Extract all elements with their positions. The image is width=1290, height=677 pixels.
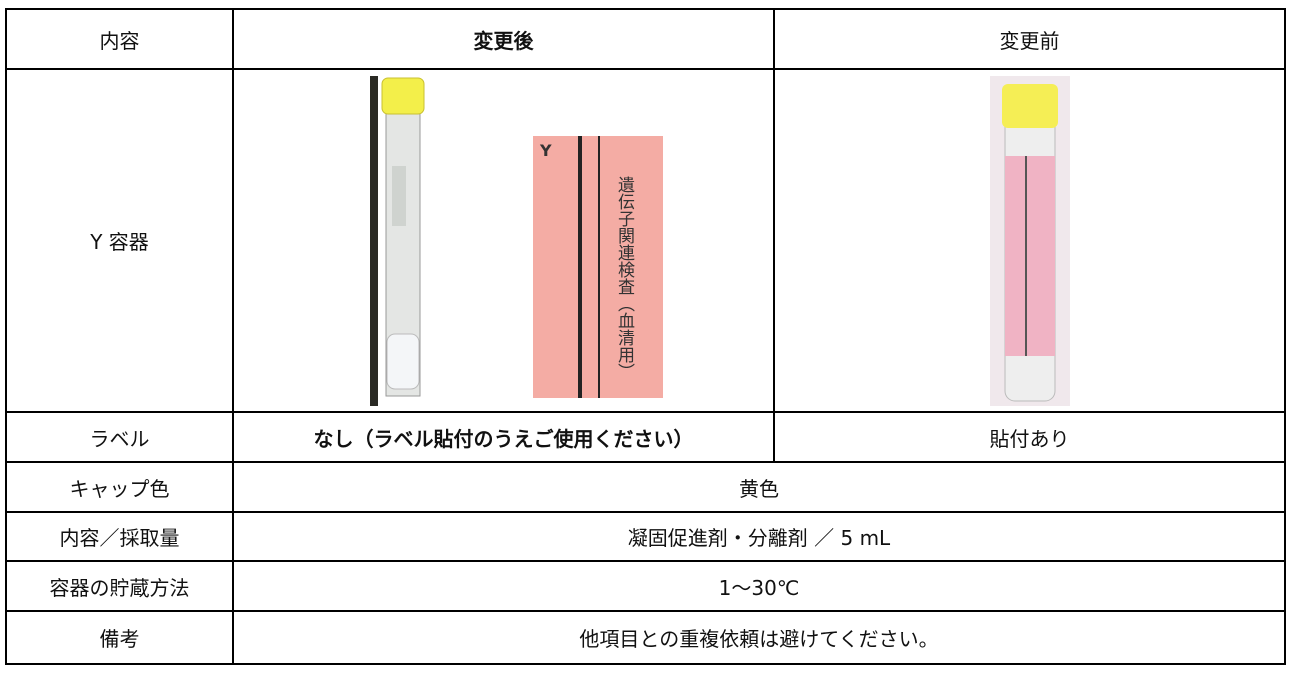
tube-cap	[1001, 83, 1058, 128]
row: ラベル なし（ラベル貼付のうえご使用ください） 貼付あり	[5, 411, 1286, 463]
label-text: 遺伝子関連検査（血清用）	[614, 175, 635, 379]
row-label: 内容／採取量	[5, 511, 234, 562]
header-cell: 内容	[5, 8, 234, 70]
tube-label	[1004, 155, 1055, 356]
cell: 凝固促進剤・分離剤 ／ 5 mL	[232, 511, 1286, 562]
row: 容器の貯蔵方法 1～30℃	[5, 560, 1286, 612]
image-row: Y 容器 Y 遺伝子関連検査（血清用）	[5, 68, 1286, 413]
after-image-cell: Y 遺伝子関連検査（血清用）	[232, 68, 775, 413]
before-images	[989, 75, 1070, 406]
tube-cap	[381, 77, 424, 114]
row-label: Y 容器	[5, 68, 234, 413]
cell: 1～30℃	[232, 560, 1286, 612]
row: 内容／採取量 凝固促進剤・分離剤 ／ 5 mL	[5, 511, 1286, 562]
header-cell: 変更後	[232, 8, 775, 70]
header-cell: 変更前	[773, 8, 1286, 70]
cell: 他項目との重複依頼は避けてください。	[232, 610, 1286, 665]
header-row: 内容 変更後 変更前	[5, 8, 1286, 70]
row-label: 備考	[5, 610, 234, 665]
photo-edge	[369, 75, 378, 406]
cell: 黄色	[232, 461, 1286, 513]
cell: 貼付あり	[773, 411, 1286, 463]
label-code: Y	[539, 141, 552, 160]
tube-gel	[386, 333, 419, 389]
spec-table: 内容 変更後 変更前 Y 容器 Y 遺伝子関連検査（血清用）	[5, 8, 1286, 665]
row-label: 容器の貯蔵方法	[5, 560, 234, 612]
tube-print	[391, 165, 406, 226]
row: キャップ色 黄色	[5, 461, 1286, 513]
row: 備考 他項目との重複依頼は避けてください。	[5, 610, 1286, 665]
before-image-cell	[773, 68, 1286, 413]
after-images: Y 遺伝子関連検査（血清用）	[369, 75, 663, 406]
row-label: ラベル	[5, 411, 234, 463]
row-label: キャップ色	[5, 461, 234, 513]
cell: なし（ラベル貼付のうえご使用ください）	[232, 411, 775, 463]
